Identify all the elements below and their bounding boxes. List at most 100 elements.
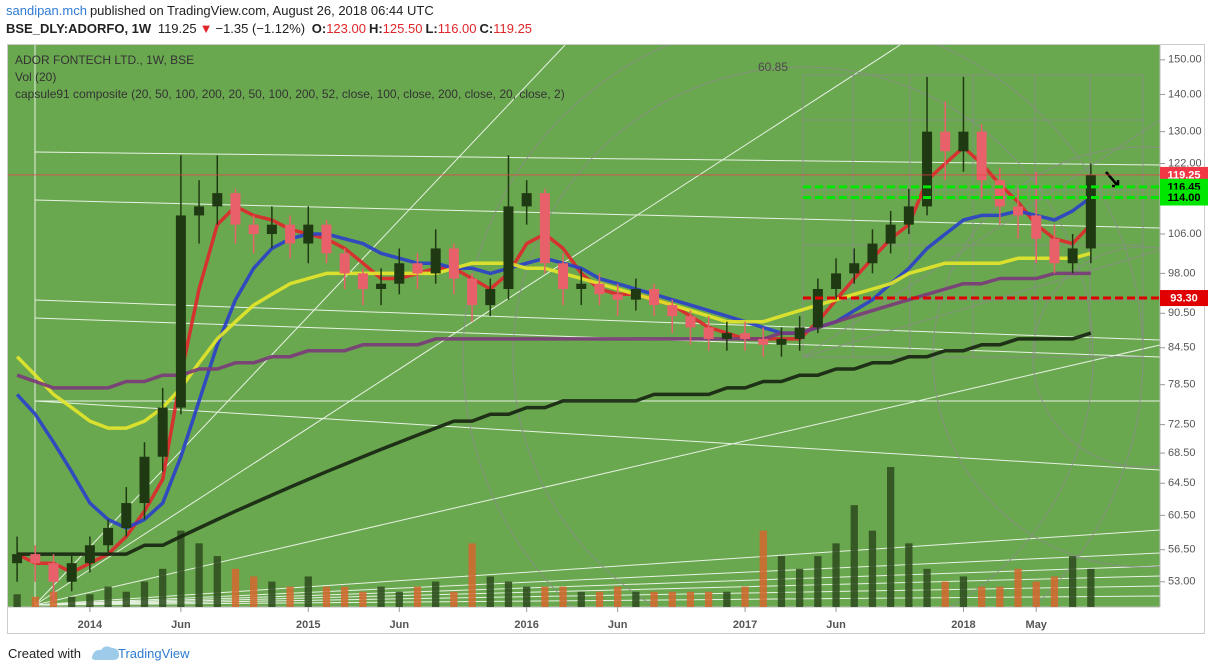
volume-bar: [650, 591, 658, 607]
candle-body: [558, 263, 569, 289]
candle-body: [994, 180, 1005, 207]
change-arrow: ▼: [199, 21, 213, 36]
candle-body: [357, 273, 368, 289]
volume-legend: Vol (20): [15, 70, 56, 84]
volume-bar: [1087, 568, 1095, 607]
ohlc-key: O:: [311, 21, 327, 36]
y-tick-label: 106.00: [1168, 228, 1202, 240]
ohlc-key: C:: [479, 21, 494, 36]
candle-body: [703, 327, 714, 339]
candle-body: [157, 407, 168, 457]
candle-body: [776, 338, 787, 345]
y-tick-label: 60.50: [1168, 509, 1196, 521]
ohlc-value: 116.00: [437, 21, 477, 36]
candle-body: [230, 193, 241, 225]
ohlc-key: L:: [425, 21, 438, 36]
volume-bar: [140, 581, 149, 607]
volume-bar: [723, 591, 731, 607]
candle-body: [976, 131, 987, 181]
candle-body: [685, 316, 696, 328]
x-tick-label: 2016: [514, 619, 538, 631]
volume-bar: [322, 586, 331, 607]
x-tick-label: 2017: [733, 619, 757, 631]
candle-body: [339, 253, 350, 274]
candle-body: [594, 283, 605, 295]
volume-bar: [595, 591, 604, 607]
symbol: BSE_DLY:ADORFO, 1W: [6, 21, 152, 36]
candle-body: [303, 224, 314, 244]
candle-body: [194, 206, 205, 216]
volume-bar: [286, 586, 294, 607]
x-tick-label: 2015: [296, 619, 320, 631]
volume-bar: [268, 581, 276, 607]
candle-body: [121, 503, 132, 528]
volume-bar: [686, 591, 695, 607]
x-tick-label: Jun: [389, 619, 409, 631]
candle-body: [885, 224, 896, 244]
volume-bar: [705, 591, 713, 607]
candle-body: [448, 248, 459, 279]
candle-body: [539, 193, 550, 264]
footer-text: Created with: [8, 646, 81, 661]
candle-body: [721, 333, 732, 339]
volume-bar: [577, 591, 585, 607]
candle-body: [1013, 206, 1024, 216]
ohlc: O:123.00 H:125.50 L:116.00 C:119.25: [312, 21, 535, 36]
candle-body: [612, 294, 623, 300]
y-tick-label: 84.50: [1168, 342, 1196, 354]
candle-body: [867, 243, 878, 264]
volume-bar: [759, 530, 767, 607]
ohlc-value: 123.00: [326, 21, 366, 36]
volume-bar: [341, 586, 349, 607]
price-label-box: [1160, 189, 1208, 206]
header-line: sandipan.mch published on TradingView.com…: [6, 3, 437, 18]
candle-body: [794, 327, 805, 339]
moving-average: [15, 251, 1092, 430]
y-tick-label: 150.00: [1168, 54, 1202, 66]
volume-bar: [231, 568, 240, 607]
header-quote: BSE_DLY:ADORFO, 1W 119.25 ▼ −1.35 (−1.12%)…: [6, 21, 538, 36]
candle-body: [12, 554, 23, 564]
candle-body: [503, 206, 514, 289]
x-tick-label: Jun: [171, 619, 191, 631]
y-tick-label: 53.00: [1168, 576, 1196, 588]
candle-body: [321, 224, 332, 254]
candle-body: [903, 206, 914, 225]
ohlc-key: H:: [368, 21, 383, 36]
volume-bar: [1032, 581, 1040, 607]
indicator-legend: capsule91 composite (20, 50, 100, 200, 2…: [15, 87, 565, 101]
volume-bar: [395, 591, 403, 607]
moving-average: [15, 196, 1092, 530]
candle-body: [667, 305, 678, 317]
ohlc-value: 125.50: [382, 21, 423, 36]
volume-bar: [432, 581, 440, 607]
candle-body: [212, 193, 223, 207]
candle-body: [922, 131, 933, 207]
volume-bar: [941, 581, 949, 607]
candle-body: [48, 563, 59, 582]
candle-body: [412, 263, 423, 274]
candle-body: [758, 338, 769, 345]
y-tick-label: 64.50: [1168, 477, 1196, 489]
published: published on TradingView.com, August 26,…: [89, 3, 434, 18]
candle-body: [248, 224, 259, 235]
candle-body: [467, 278, 478, 306]
volume-bar: [632, 591, 640, 607]
annotation: 60.85: [758, 60, 788, 74]
volume-bar: [13, 594, 21, 607]
volume-bar: [413, 586, 422, 607]
footer-brand[interactable]: TradingView: [118, 646, 190, 661]
volume-bar: [68, 596, 76, 607]
candle-body: [376, 283, 387, 289]
frame: [7, 44, 1205, 634]
candle-body: [630, 288, 641, 300]
y-tick-label: 72.50: [1168, 418, 1196, 430]
volume-bar: [122, 591, 130, 607]
candle-body: [940, 131, 951, 152]
volume-bar: [1014, 568, 1022, 607]
volume-bar: [304, 576, 312, 607]
volume-bar: [86, 594, 94, 607]
candle-body: [812, 288, 823, 328]
